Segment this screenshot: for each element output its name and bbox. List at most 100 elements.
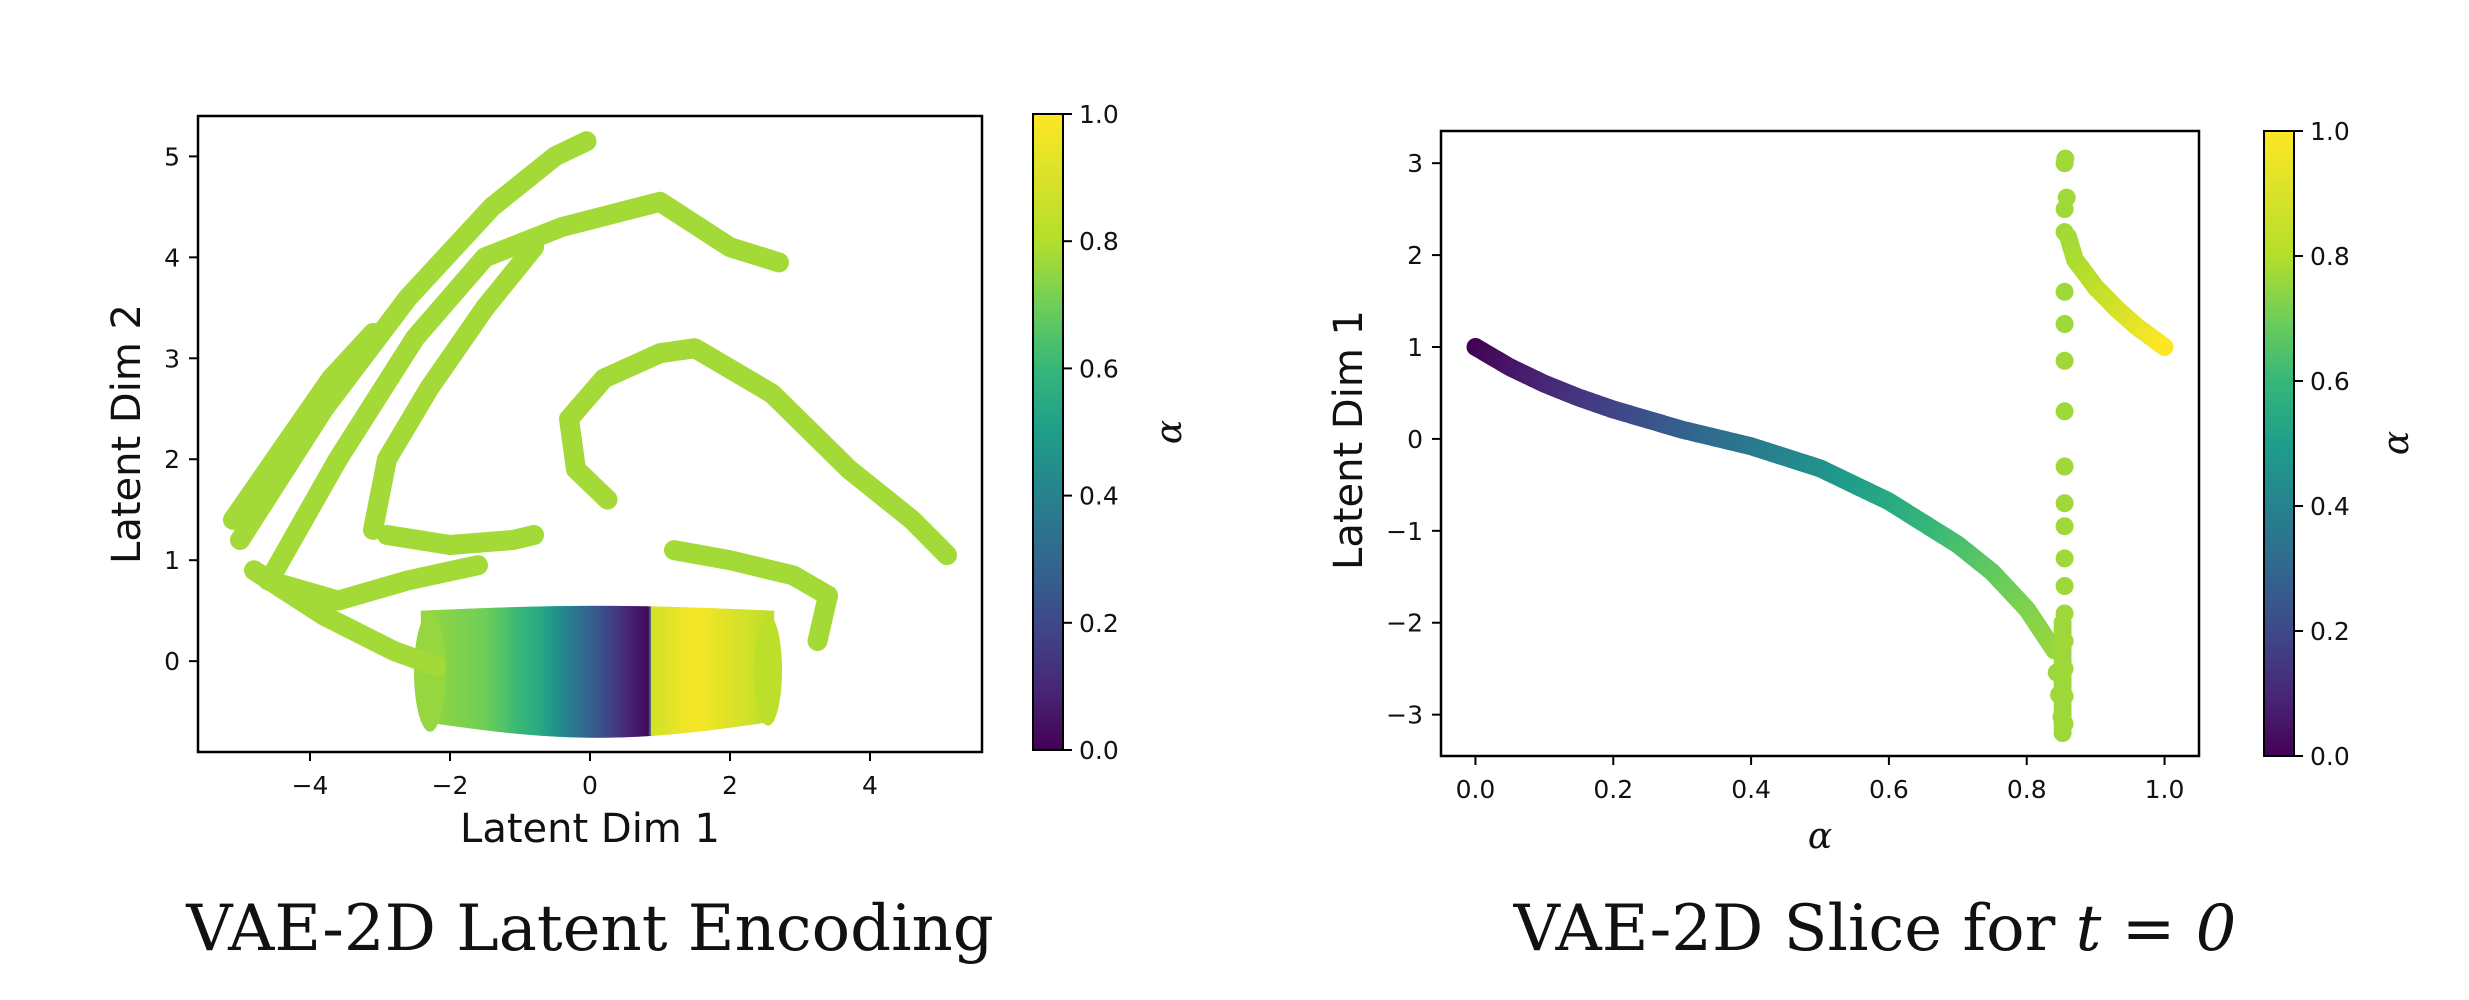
- band-point: [582, 605, 587, 738]
- slice-point: [2055, 351, 2074, 370]
- slice-point: [2055, 549, 2074, 568]
- latent-encoding-ytick-label: 3: [164, 344, 180, 373]
- band-point: [590, 605, 595, 738]
- slice-xlabel: α: [1808, 816, 1832, 857]
- colorbar-tick-label: 0.0: [2310, 742, 2350, 771]
- latent-encoding-ytick-label: 4: [164, 243, 180, 272]
- slice-xtick-label: 0.4: [1731, 775, 1771, 804]
- band-point: [748, 609, 753, 725]
- band-point: [614, 605, 619, 738]
- band-point: [686, 607, 691, 733]
- band-point: [700, 607, 705, 732]
- band-point: [478, 608, 483, 730]
- band-point: [672, 606, 677, 735]
- band-point: [746, 609, 751, 726]
- band-point: [558, 606, 563, 737]
- band-point: [504, 607, 509, 733]
- band-point: [556, 606, 561, 737]
- slice-marks: [1466, 149, 2174, 742]
- colorbar-tick-label: 1.0: [1079, 100, 1119, 129]
- band-point: [630, 606, 635, 737]
- slice-ytick-label: 1: [1407, 333, 1423, 362]
- colorbar-tick-label: 0.4: [1079, 482, 1119, 511]
- band-point: [512, 607, 517, 734]
- band-point: [618, 605, 623, 738]
- slice-colorbar-label: α: [2376, 431, 2417, 455]
- band-point: [620, 605, 625, 738]
- band-point: [516, 607, 521, 734]
- trajectory-points: [377, 525, 544, 555]
- band-point: [730, 608, 735, 728]
- band-point: [470, 608, 475, 729]
- band-point: [562, 606, 567, 738]
- slice-point: [2055, 282, 2074, 301]
- band-point: [494, 607, 499, 732]
- band-point: [552, 606, 557, 737]
- slice-point: [2055, 315, 2074, 333]
- band-point: [450, 609, 455, 726]
- slice-point: [2055, 659, 2074, 678]
- colorbar-tick-label: 0.6: [2310, 367, 2350, 396]
- band-point: [510, 607, 515, 734]
- band-point: [722, 608, 727, 729]
- band-point: [682, 607, 687, 734]
- band-point: [464, 608, 469, 728]
- latent-encoding-xtick-label: 0: [582, 771, 598, 800]
- slice-point: [2055, 517, 2074, 536]
- band-point: [542, 606, 547, 736]
- band-point: [616, 605, 621, 738]
- slice-ytick-label: 3: [1407, 149, 1423, 178]
- band-point: [496, 607, 501, 732]
- trajectory-points: [664, 540, 838, 651]
- band-point: [560, 606, 565, 737]
- band-point: [540, 606, 545, 736]
- slice-point: [2055, 604, 2074, 623]
- band-point: [754, 614, 782, 726]
- band-point: [684, 607, 689, 733]
- trajectory-points: [244, 560, 446, 677]
- band-point: [664, 606, 669, 735]
- band-point: [612, 605, 617, 738]
- colorbar-tick-label: 0.2: [2310, 617, 2350, 646]
- band-point: [456, 609, 461, 727]
- band-point: [500, 607, 505, 733]
- band-point: [522, 606, 527, 735]
- band-point: [452, 609, 457, 727]
- band-point: [676, 607, 681, 734]
- trajectory-points: [363, 237, 544, 540]
- band-point: [586, 605, 591, 738]
- band-point: [670, 606, 675, 735]
- band-point: [606, 605, 611, 738]
- colorbar-tick-label: 0.8: [2310, 242, 2350, 271]
- slice-point: [2055, 632, 2074, 651]
- band-point: [654, 606, 659, 736]
- band-point: [644, 606, 649, 737]
- band-point: [648, 606, 653, 736]
- band-point: [738, 609, 743, 727]
- band-point: [634, 606, 639, 737]
- band-point: [518, 606, 523, 735]
- latent-encoding-colorbar-label: α: [1149, 420, 1190, 444]
- band-point: [486, 607, 491, 731]
- slice-axes: 0.0 0.2 0.4 0.6 0.8 1.0 −3 −2 −1 0 1 2 3: [1386, 149, 2184, 804]
- band-point: [462, 608, 467, 728]
- band-point: [566, 606, 571, 738]
- band-point: [650, 606, 655, 736]
- latent-encoding-caption: VAE-2D Latent Encoding: [185, 892, 993, 966]
- band-point: [734, 609, 739, 727]
- slice-ytick-label: 2: [1407, 241, 1423, 270]
- colorbar-tick-label: 0.4: [2310, 492, 2350, 521]
- band-point: [698, 607, 703, 732]
- latent-encoding-ytick-label: 5: [164, 142, 180, 171]
- band-point: [668, 606, 673, 735]
- latent-encoding-marks: [223, 131, 957, 738]
- band-point: [454, 609, 459, 727]
- band-point: [530, 606, 535, 736]
- band-point: [520, 606, 525, 735]
- band-point: [688, 607, 693, 733]
- band-point: [572, 605, 577, 738]
- slice-ylabel: Latent Dim 1: [1326, 310, 1372, 570]
- band-point: [508, 607, 513, 734]
- slice-colorbar-ticks: 0.0 0.2 0.4 0.6 0.8 1.0: [2294, 117, 2350, 771]
